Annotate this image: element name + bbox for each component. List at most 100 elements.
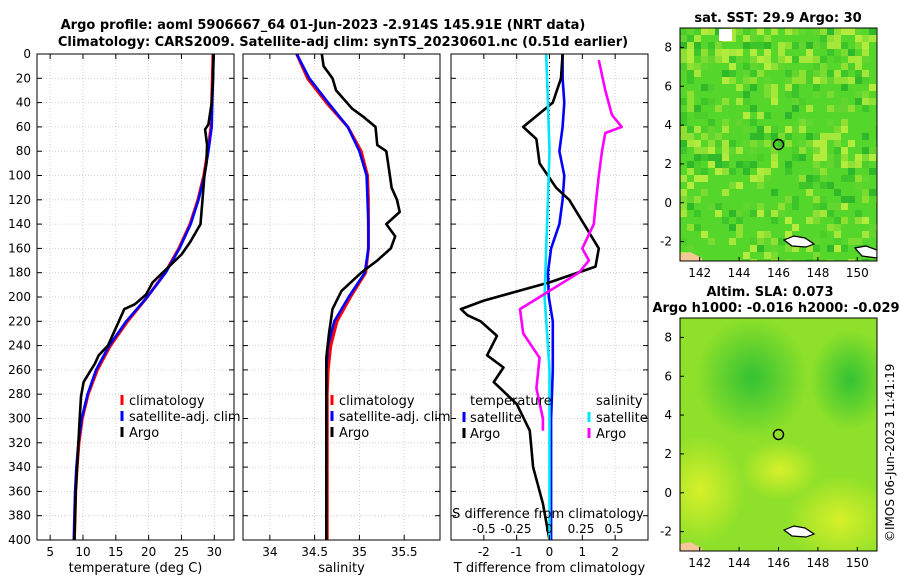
sst-cell	[806, 105, 813, 112]
sst-cell	[757, 168, 764, 175]
sst-cell	[841, 161, 848, 168]
sst-cell	[736, 182, 743, 189]
sst-cell	[827, 77, 834, 84]
sst-cell	[792, 28, 799, 35]
x-tick-label: 148	[806, 266, 829, 280]
sst-cell	[764, 112, 771, 119]
sst-cell	[764, 91, 771, 98]
sst-cell	[694, 42, 701, 49]
sst-cell	[750, 147, 757, 154]
sst-cell	[813, 168, 820, 175]
y-tick-label: 0	[664, 486, 672, 500]
sst-cell	[841, 245, 848, 252]
legend-title: salinity	[596, 394, 643, 409]
sst-cell	[750, 56, 757, 63]
sst-cell	[729, 56, 736, 63]
sst-cell	[827, 49, 834, 56]
sst-cell	[694, 70, 701, 77]
sst-cell	[834, 245, 841, 252]
sst-cell	[792, 56, 799, 63]
sst-cell	[764, 56, 771, 63]
sst-cell	[750, 63, 757, 70]
difference-panel: -2 -1 0 1 2 T difference from climatology S di…	[450, 53, 649, 576]
sst-cell	[687, 42, 694, 49]
sla-map-title-2: Argo h1000: -0.016 h2000: -0.029	[652, 301, 899, 316]
series-line-s-argo	[518, 59, 624, 431]
sst-cell	[820, 231, 827, 238]
sst-cell	[687, 70, 694, 77]
sst-cell	[694, 154, 701, 161]
sst-cell	[827, 28, 834, 35]
sst-cell	[708, 203, 715, 210]
sst-cell	[687, 126, 694, 133]
sst-cell	[764, 210, 771, 217]
sst-cell	[743, 63, 750, 70]
sst-cell	[834, 203, 841, 210]
sst-cell	[757, 28, 764, 35]
timestamp: ©IMOS 06-Jun-2023 11:41:19	[883, 364, 897, 542]
sst-cell	[834, 77, 841, 84]
x-tick-label: 1	[579, 545, 587, 559]
s-tick-label: 0.25	[568, 522, 595, 536]
sst-cell	[827, 224, 834, 231]
sst-cell	[841, 154, 848, 161]
series-line-s-satellite	[543, 53, 551, 540]
x-tick-label: 25	[174, 545, 189, 559]
sst-cell	[792, 154, 799, 161]
sst-cell	[736, 84, 743, 91]
sst-cell	[778, 133, 785, 140]
s-tick-label: 0.5	[604, 522, 623, 536]
sst-cell	[701, 112, 708, 119]
sst-cell	[869, 98, 876, 105]
sst-cell	[708, 56, 715, 63]
sst-cell	[820, 28, 827, 35]
sst-cell	[757, 154, 764, 161]
sst-cell	[757, 231, 764, 238]
sst-cell	[855, 182, 862, 189]
sst-cell	[820, 210, 827, 217]
sst-cell	[687, 161, 694, 168]
sst-cell	[729, 35, 736, 42]
sst-cell	[820, 154, 827, 161]
x-tick-label: 150	[846, 266, 869, 280]
sst-cell	[708, 42, 715, 49]
sst-cell	[848, 238, 855, 245]
land-patch	[680, 542, 702, 551]
sst-cell	[862, 217, 869, 224]
sst-cell	[750, 210, 757, 217]
sst-cell	[694, 196, 701, 203]
sst-cell	[750, 49, 757, 56]
sst-cell	[855, 98, 862, 105]
sst-cell	[708, 119, 715, 126]
sst-cell	[827, 119, 834, 126]
sst-cell	[687, 196, 694, 203]
x-tick-label: 0	[546, 545, 554, 559]
sst-cell	[862, 147, 869, 154]
x-tick-label: 35.5	[391, 545, 418, 559]
sst-cell	[827, 70, 834, 77]
sst-cell	[827, 105, 834, 112]
sst-cell	[778, 140, 785, 147]
temperature-panel: 5 10 15 20 25 3002040608010012014016018020022…	[8, 47, 241, 576]
sst-cell	[848, 77, 855, 84]
sst-cell	[743, 35, 750, 42]
sst-cell	[785, 168, 792, 175]
sst-cell	[680, 196, 687, 203]
sst-cell	[799, 28, 806, 35]
sst-cell	[736, 147, 743, 154]
sst-cell	[848, 56, 855, 63]
sst-cell	[736, 161, 743, 168]
sst-cell	[813, 70, 820, 77]
sst-cell	[680, 133, 687, 140]
y-tick-label: 320	[8, 436, 31, 450]
sst-cell	[827, 182, 834, 189]
sst-cell	[792, 98, 799, 105]
sst-cell	[715, 140, 722, 147]
sst-cell	[834, 147, 841, 154]
sst-cell	[848, 63, 855, 70]
sst-cell	[813, 252, 820, 259]
x-tick-label: 142	[688, 266, 711, 280]
sst-cell	[792, 126, 799, 133]
x-tick-label: 20	[141, 545, 156, 559]
